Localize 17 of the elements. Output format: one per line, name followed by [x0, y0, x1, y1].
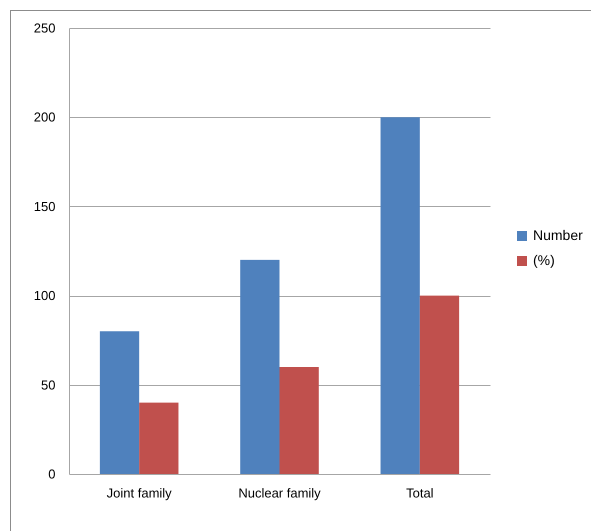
- bar: [240, 260, 280, 474]
- bar: [420, 296, 460, 474]
- bar: [139, 402, 178, 474]
- bar: [380, 117, 420, 474]
- legend-label: (%): [533, 252, 555, 268]
- x-tick-label: Total: [406, 486, 434, 500]
- y-tick-label: 0: [48, 466, 56, 482]
- x-tick-label: Joint family: [106, 486, 172, 500]
- y-tick-label: 50: [41, 377, 56, 392]
- bar: [280, 366, 319, 474]
- y-tick-label: 100: [34, 288, 56, 304]
- y-tick-label: 250: [34, 20, 56, 36]
- y-tick-label: 200: [34, 110, 56, 125]
- legend-label: Number: [533, 227, 584, 243]
- y-tick-label: 150: [34, 198, 56, 214]
- bar: [100, 331, 140, 474]
- x-tick-label: Nuclear family: [238, 486, 322, 500]
